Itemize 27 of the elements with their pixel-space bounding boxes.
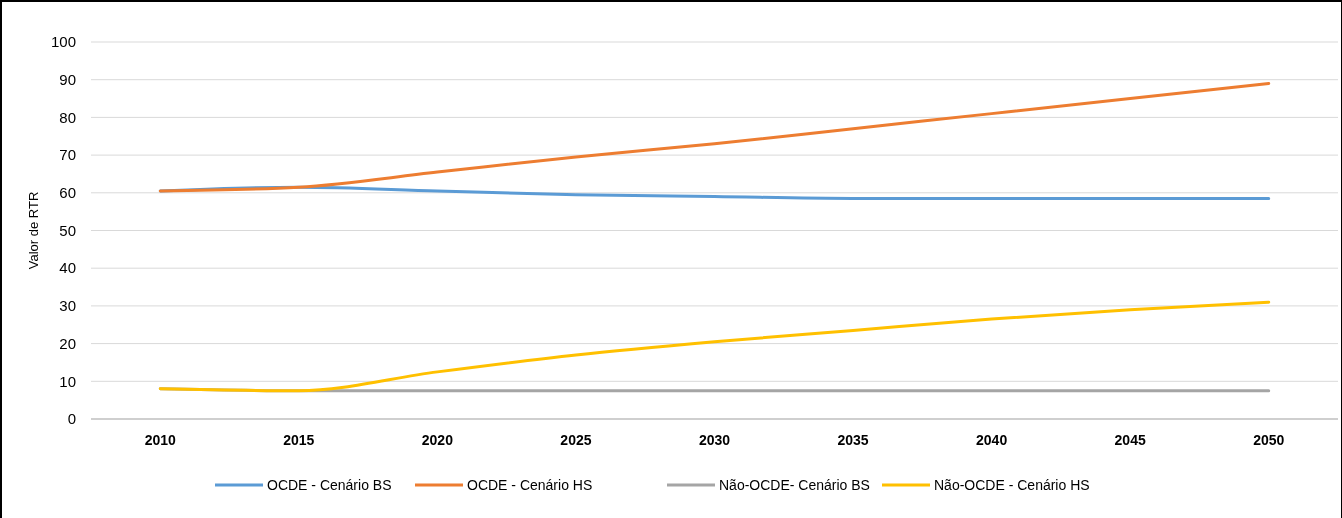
y-tick-label: 60: [59, 184, 76, 202]
line-series: [158, 300, 1271, 393]
y-tick-label: 40: [59, 259, 76, 277]
x-tick-label: 2025: [560, 432, 592, 448]
legend-label: Não-OCDE - Cenário HS: [934, 476, 1090, 493]
x-tick-label: 2045: [1114, 432, 1146, 448]
y-tick-label: 90: [59, 70, 76, 88]
x-tick-label: 2030: [698, 432, 731, 448]
y-axis-title: Valor de RTR: [26, 191, 41, 270]
legend-label: OCDE - Cenário HS: [467, 476, 593, 493]
y-tick-label: 20: [59, 334, 76, 352]
legend-label: OCDE - Cenário BS: [267, 476, 392, 493]
x-tick-label: 2040: [976, 432, 1008, 448]
x-tick-label: 2010: [144, 432, 177, 448]
x-tick-label: 2035: [837, 432, 869, 448]
line-series: [158, 81, 1271, 193]
y-tick-label: 10: [59, 372, 76, 390]
y-tick-label: 70: [59, 146, 76, 164]
legend-label: Não-OCDE- Cenário BS: [719, 476, 870, 493]
y-tick-label: 0: [67, 410, 76, 428]
y-tick-label: 80: [59, 108, 76, 126]
y-tick-label: 100: [50, 33, 76, 51]
y-tick-label: 50: [59, 221, 76, 239]
y-tick-label: 30: [59, 297, 76, 315]
x-tick-label: 2050: [1253, 432, 1285, 448]
x-tick-label: 2020: [421, 432, 454, 448]
x-tick-label: 2015: [283, 432, 315, 448]
